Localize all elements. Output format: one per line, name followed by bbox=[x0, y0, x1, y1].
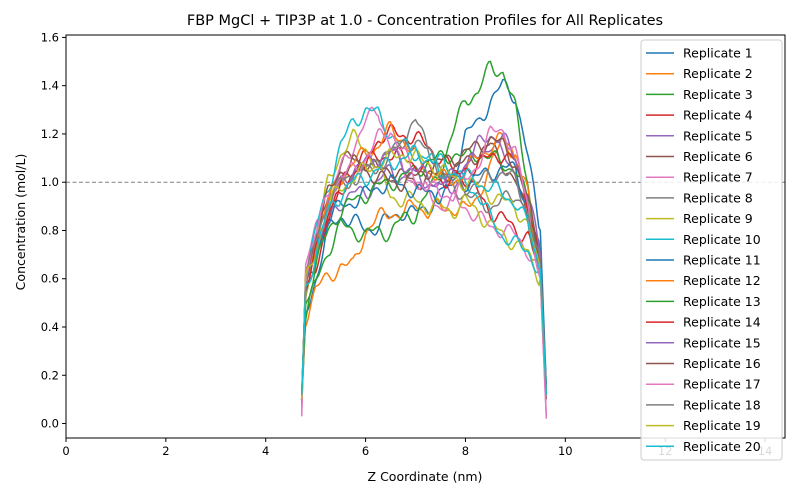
legend-label-11: Replicate 11 bbox=[683, 253, 761, 268]
series-lines bbox=[300, 60, 548, 419]
legend-label-4: Replicate 4 bbox=[683, 108, 753, 123]
series-line-13 bbox=[300, 147, 548, 395]
x-tick-label: 6 bbox=[362, 444, 369, 458]
legend-label-6: Replicate 6 bbox=[683, 149, 753, 164]
legend-label-15: Replicate 15 bbox=[683, 335, 761, 350]
y-tick-label: 0.6 bbox=[41, 272, 59, 286]
legend-label-19: Replicate 19 bbox=[683, 418, 761, 433]
y-tick-label: 1.2 bbox=[41, 127, 59, 141]
y-tick-label: 1.6 bbox=[41, 30, 59, 44]
x-tick-label: 10 bbox=[558, 444, 573, 458]
series-line-10 bbox=[300, 106, 548, 400]
legend: Replicate 1 Replicate 2 Replicate 3 Replica… bbox=[640, 39, 783, 461]
series-line-20 bbox=[300, 144, 548, 395]
y-tick-label: 0.0 bbox=[41, 417, 59, 431]
legend-label-9: Replicate 9 bbox=[683, 211, 753, 226]
series-line-17 bbox=[300, 125, 548, 417]
series-line-2 bbox=[300, 133, 548, 400]
legend-label-14: Replicate 14 bbox=[683, 315, 761, 330]
legend-label-10: Replicate 10 bbox=[683, 232, 761, 247]
chart-title: FBP MgCl + TIP3P at 1.0 - Concentration … bbox=[187, 13, 663, 29]
x-tick-label: 4 bbox=[262, 444, 269, 458]
y-tick-label: 0.2 bbox=[41, 368, 59, 382]
legend-box bbox=[640, 39, 783, 461]
y-tick-label: 0.8 bbox=[41, 223, 59, 237]
series-line-4 bbox=[300, 123, 548, 400]
x-tick-label: 0 bbox=[62, 444, 69, 458]
y-tick-label: 1.0 bbox=[41, 175, 59, 189]
legend-label-13: Replicate 13 bbox=[683, 294, 761, 309]
legend-label-18: Replicate 18 bbox=[683, 397, 761, 412]
legend-label-5: Replicate 5 bbox=[683, 128, 753, 143]
plot-area bbox=[66, 60, 785, 419]
legend-label-16: Replicate 16 bbox=[683, 356, 761, 371]
legend-label-17: Replicate 17 bbox=[683, 377, 761, 392]
y-tick-label: 0.4 bbox=[41, 320, 59, 334]
legend-label-20: Replicate 20 bbox=[683, 439, 761, 454]
x-axis-label: Z Coordinate (nm) bbox=[368, 469, 483, 484]
legend-label-12: Replicate 12 bbox=[683, 273, 761, 288]
y-tick-label: 1.4 bbox=[41, 79, 59, 93]
legend-label-7: Replicate 7 bbox=[683, 170, 753, 185]
series-line-16 bbox=[300, 136, 548, 400]
legend-label-8: Replicate 8 bbox=[683, 190, 753, 205]
legend-label-1: Replicate 1 bbox=[683, 46, 753, 61]
legend-label-3: Replicate 3 bbox=[683, 87, 753, 102]
y-axis-label: Concentration (mol/L) bbox=[13, 154, 28, 291]
x-tick-label: 2 bbox=[162, 444, 169, 458]
legend-label-2: Replicate 2 bbox=[683, 66, 753, 81]
series-line-18 bbox=[300, 139, 548, 400]
axes-frame bbox=[65, 34, 786, 439]
series-line-3 bbox=[300, 60, 548, 400]
x-tick-label: 8 bbox=[462, 444, 469, 458]
